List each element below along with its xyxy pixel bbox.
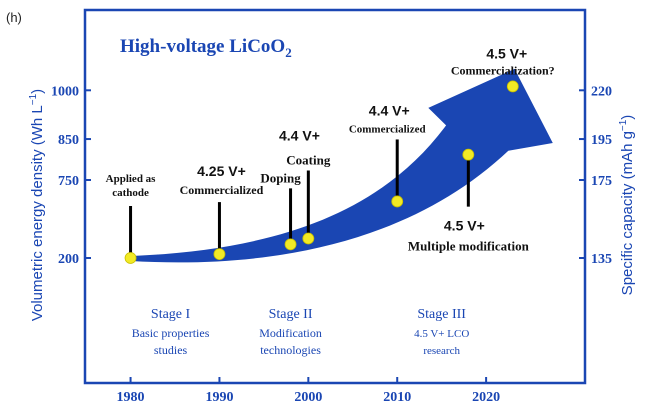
data-point	[213, 248, 226, 261]
point-label-line: 4.5 V+	[444, 218, 485, 234]
point-label-line: Coating	[286, 153, 331, 168]
y-axis-right-label: Specific capacity (mAh g−1)	[618, 115, 636, 296]
point-label-line: Doping	[260, 170, 301, 185]
stage-desc-line: Basic properties	[132, 326, 210, 340]
y-axis-right-label-close: )	[619, 115, 636, 120]
y-axis-left-label-close: )	[29, 89, 46, 94]
chart-title-subscript: 2	[285, 45, 292, 60]
point-label-line: Commercialized	[180, 183, 264, 197]
x-tick-label: 2000	[294, 390, 322, 405]
y-axis-right-label-text: Specific capacity (mAh g	[619, 131, 636, 295]
trend-arrow	[130, 68, 553, 263]
stage-name: Stage I	[151, 307, 191, 322]
data-point	[302, 232, 315, 245]
y-right-tick-label: 135	[591, 252, 612, 267]
y-left-tick-label: 200	[58, 252, 79, 267]
y-left-tick-label: 1000	[51, 84, 79, 99]
point-label-line: 4.25 V+	[197, 163, 246, 179]
point-label-line: 4.4 V+	[369, 102, 410, 118]
x-tick-label: 2010	[383, 390, 411, 405]
panel-label: (h)	[6, 10, 22, 25]
axis-ticks: 1980 1990 2000 2010 2020 200 135 750 175 850 195 10…	[51, 84, 612, 405]
y-right-tick-label: 220	[591, 84, 612, 99]
stage-desc-line: Modification	[259, 326, 322, 340]
stage-name: Stage III	[417, 307, 466, 322]
y-left-tick-label: 750	[58, 174, 79, 189]
y-axis-right-label-sup: −1	[618, 119, 629, 131]
chart-title: High-voltage LiCoO2	[120, 36, 292, 60]
y-axis-left-label-sup: −1	[28, 93, 39, 105]
stage-name: Stage II	[269, 307, 313, 322]
point-label-line: Commercialized	[349, 123, 426, 135]
stage-desc-line: research	[423, 345, 460, 357]
data-point	[462, 148, 475, 161]
point-label-line: Commercialization?	[451, 63, 555, 77]
point-label-line: Applied as	[106, 173, 157, 185]
data-point	[124, 252, 137, 264]
stage-labels: Stage I Basic properties studies Stage II Mo…	[132, 307, 470, 357]
point-label-line: cathode	[112, 187, 149, 199]
point-label-line: Multiple modification	[408, 239, 530, 254]
x-tick-label: 1990	[205, 390, 233, 405]
y-right-tick-label: 195	[591, 133, 612, 148]
stage-desc-line: 4.5 V+ LCO	[414, 328, 469, 340]
chart-title-main: High-voltage LiCoO	[120, 36, 285, 57]
point-label-line: 4.5 V+	[486, 45, 527, 61]
stage-desc-line: technologies	[260, 343, 321, 357]
y-axis-left-label-text: Volumetric energy density (Wh L	[29, 105, 46, 321]
data-point	[391, 195, 404, 208]
doping-coating-voltage-label: 4.4 V+	[279, 128, 320, 144]
y-left-tick-label: 850	[58, 133, 79, 148]
y-axis-left-label: Volumetric energy density (Wh L−1)	[28, 89, 46, 321]
x-tick-label: 2020	[472, 390, 500, 405]
y-right-tick-label: 175	[591, 174, 612, 189]
data-point	[506, 80, 519, 93]
x-tick-label: 1980	[117, 390, 145, 405]
stage-desc-line: studies	[154, 343, 188, 357]
plot-frame	[83, 8, 587, 385]
data-point	[284, 238, 297, 251]
